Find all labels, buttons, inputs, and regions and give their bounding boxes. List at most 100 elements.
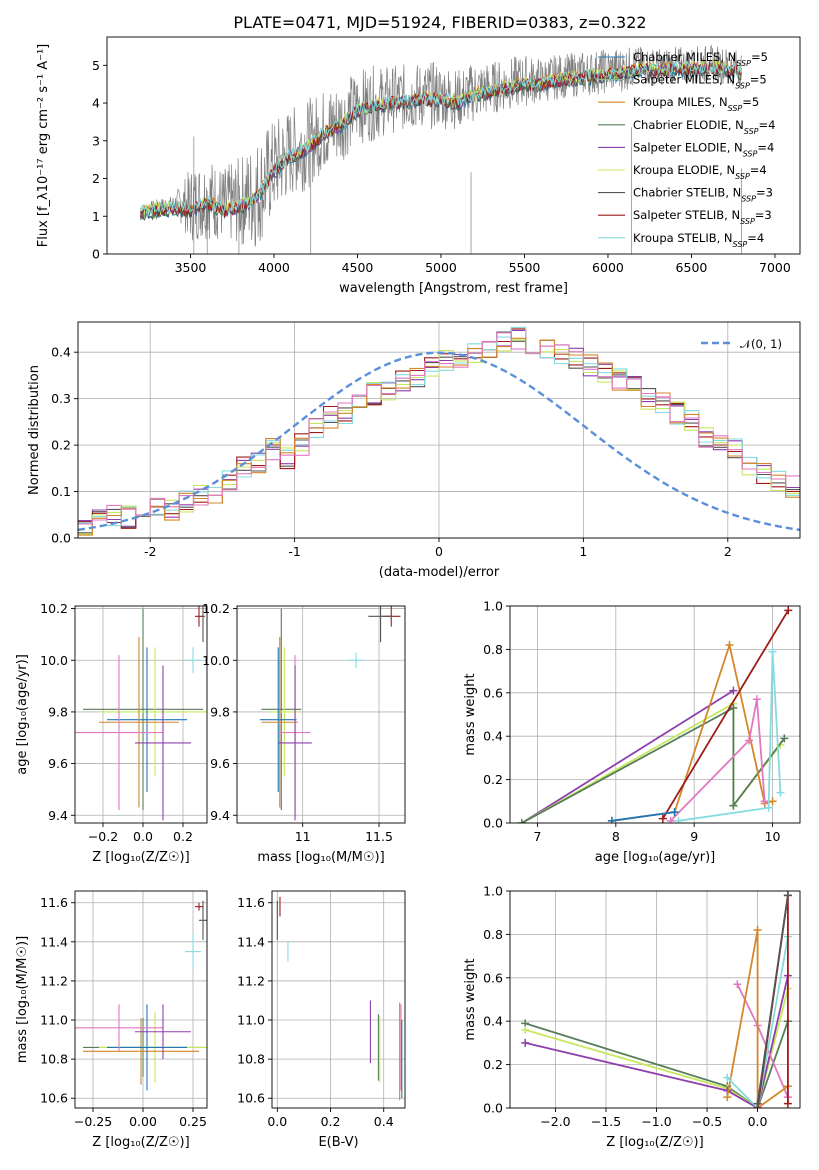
plot-area — [139, 45, 743, 254]
y-tick-label: 9.6 — [48, 756, 68, 771]
y-tick-label: 11.4 — [40, 934, 68, 949]
series-line — [611, 641, 773, 822]
figure-title: PLATE=0471, MJD=51924, FIBERID=0383, z=0… — [233, 13, 646, 32]
x-tick-label: 7 — [533, 829, 541, 844]
x-tick-label: 11 — [295, 829, 311, 844]
series-line — [678, 651, 782, 822]
series-line — [524, 988, 789, 1108]
x-tick-label: 4500 — [342, 260, 374, 275]
y-tick-label: 10.6 — [40, 1091, 68, 1106]
series-line — [521, 689, 734, 823]
y-axis-label: Normed distribution — [27, 365, 42, 495]
x-tick-label: 0.0 — [133, 829, 153, 844]
plot-area — [75, 900, 207, 1091]
y-tick-label: 4 — [92, 96, 100, 111]
y-tick-label: 11.0 — [237, 1013, 265, 1028]
x-tick-label: 10 — [765, 829, 781, 844]
x-axis-label: Z [log₁₀(Z/Z☉)] — [92, 850, 189, 865]
x-tick-label: 6500 — [676, 260, 708, 275]
y-tick-label: 9.8 — [48, 704, 68, 719]
x-tick-label: 0.25 — [179, 1114, 207, 1129]
x-tick-label: 8 — [612, 829, 620, 844]
axes-frame — [271, 890, 406, 1109]
x-tick-label: −0.2 — [88, 829, 118, 844]
y-tick-label: 0.3 — [51, 391, 71, 406]
series-line — [611, 811, 675, 822]
point-marker — [783, 891, 792, 900]
series-line — [524, 1020, 789, 1108]
point-marker — [666, 816, 675, 823]
axes-frame — [509, 605, 801, 824]
series-line — [756, 895, 789, 1104]
x-tick-label: -2 — [144, 544, 156, 559]
y-tick-label: 11.2 — [237, 973, 265, 988]
y-tick-label: 1 — [92, 209, 100, 224]
plot-area — [517, 606, 793, 823]
age-vs-mass-panel: 11 11.5 9.4 9.6 9.8 10.0 10.2 mass [log₁₀(M/M☉)… — [202, 601, 406, 865]
y-tick-label: 10.8 — [40, 1052, 68, 1067]
point-marker — [521, 1038, 530, 1047]
point-marker — [725, 641, 734, 650]
x-axis-label: (data-model)/error — [379, 565, 500, 580]
x-tick-label: 3500 — [175, 260, 207, 275]
model-spectrum-line — [139, 59, 742, 218]
plot-area — [276, 896, 403, 1101]
axes-frame — [236, 605, 406, 824]
series-line — [521, 702, 782, 823]
point-marker — [768, 647, 777, 656]
histogram-step — [78, 326, 800, 527]
y-tick-label: 10.2 — [202, 601, 230, 616]
y-tick-label: 10.2 — [40, 601, 68, 616]
y-tick-label: 0.4 — [483, 729, 503, 744]
series-line — [524, 975, 789, 1108]
x-tick-label: 0.4 — [374, 1114, 394, 1129]
point-marker — [723, 1073, 732, 1082]
legend-label: Chabrier MILES, NSSP=5 — [633, 50, 768, 68]
x-tick-label: 4000 — [258, 260, 290, 275]
age-vs-metallicity-panel: −0.2 0.0 0.2 9.4 9.6 9.8 10.0 10.2 Z [log₁₀(Z/Z☉… — [15, 601, 208, 865]
plot-area — [75, 606, 207, 821]
legend-label: Salpeter MILES, NSSP=5 — [633, 73, 767, 91]
x-tick-label: −1.0 — [641, 1114, 671, 1129]
y-tick-label: 11.6 — [237, 895, 265, 910]
series-line — [670, 699, 766, 822]
y-tick-label: 0.8 — [483, 642, 503, 657]
y-axis-label: Flux [f_λ10⁻¹⁷ erg cm⁻² s⁻¹ A⁻¹] — [36, 44, 51, 248]
x-axis-label: Z [log₁₀(Z/Z☉)] — [92, 1135, 189, 1150]
mass-vs-extinction-panel: 0.0 0.2 0.4 10.6 10.8 11.0 11.2 11.4 11.6 E(B-V) — [237, 890, 406, 1150]
series-line — [662, 609, 789, 820]
y-tick-label: 0.2 — [51, 438, 71, 453]
y-tick-label: 3 — [92, 133, 100, 148]
x-tick-label: 7000 — [759, 260, 791, 275]
point-marker — [729, 686, 738, 695]
plot-area — [521, 891, 792, 1108]
y-tick-label: 0.4 — [51, 345, 71, 360]
y-tick-label: 1.0 — [483, 599, 503, 614]
y-tick-label: 0.2 — [483, 772, 503, 787]
y-tick-label: 0.1 — [51, 484, 71, 499]
point-marker — [729, 801, 738, 810]
y-tick-label: 11.4 — [237, 934, 265, 949]
y-tick-label: 9.8 — [210, 704, 230, 719]
x-tick-label: 6000 — [592, 260, 624, 275]
point-marker — [729, 703, 738, 712]
x-tick-label: 2 — [724, 544, 732, 559]
point-marker — [753, 926, 762, 935]
x-axis-label: mass [log₁₀(M/M☉)] — [257, 850, 384, 865]
axes-frame — [106, 36, 801, 255]
y-tick-label: 5 — [92, 58, 100, 73]
x-tick-label: 0.0 — [267, 1114, 287, 1129]
y-tick-label: 0.0 — [483, 1101, 503, 1116]
point-marker — [674, 816, 683, 823]
x-tick-label: 0.0 — [748, 1114, 768, 1129]
x-tick-label: 0.2 — [321, 1114, 341, 1129]
point-marker — [658, 814, 667, 823]
y-tick-label: 11.0 — [40, 1013, 68, 1028]
x-tick-label: −0.25 — [74, 1114, 112, 1129]
point-marker — [783, 1099, 792, 1108]
point-marker — [776, 788, 785, 797]
x-tick-label: 5000 — [425, 260, 457, 275]
point-marker — [670, 808, 679, 817]
y-tick-label: 9.4 — [210, 808, 230, 823]
